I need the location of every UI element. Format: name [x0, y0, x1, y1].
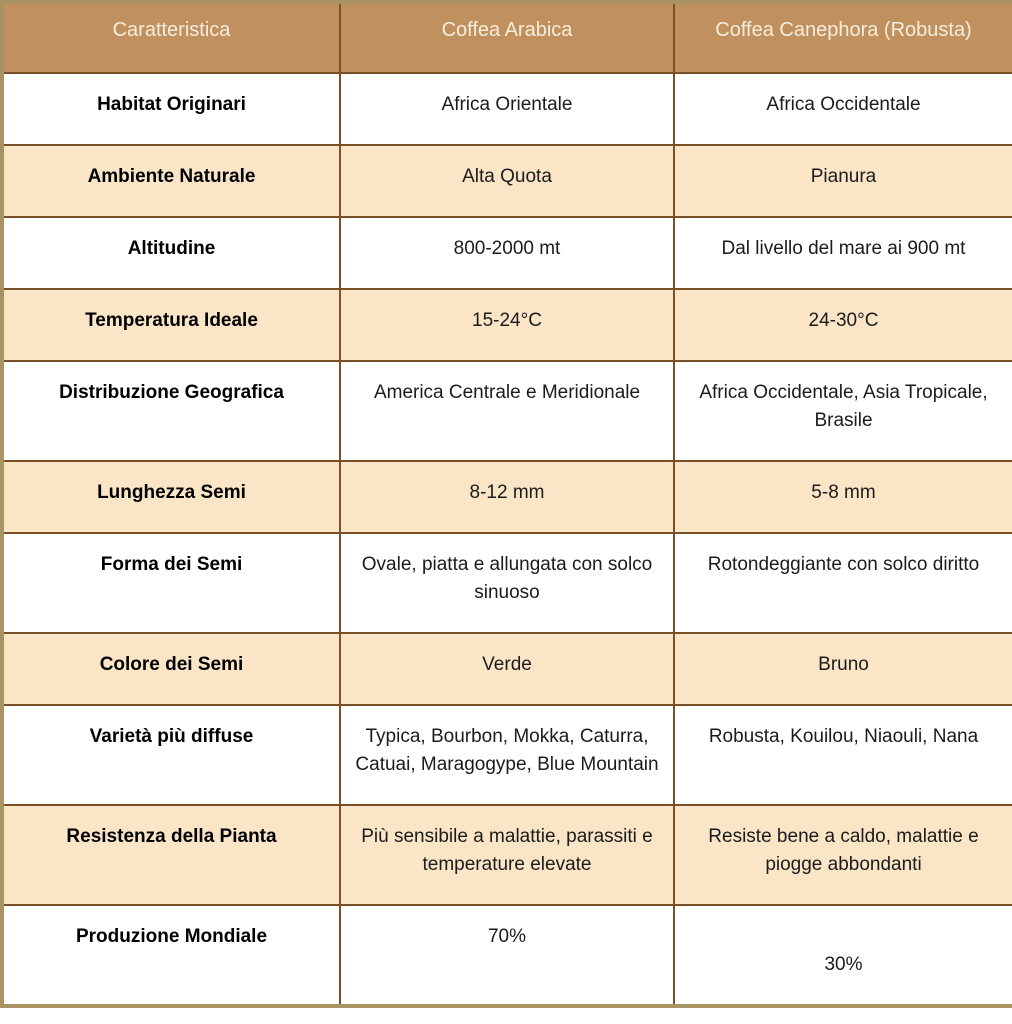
feature-cell: Forma dei Semi: [1, 532, 341, 634]
arabica-value-cell: Alta Quota: [339, 144, 675, 218]
arabica-value-cell: Africa Orientale: [339, 72, 675, 146]
robusta-value-cell: Resiste bene a caldo, malattie e piogge …: [673, 804, 1012, 906]
robusta-value-cell: 5-8 mm: [673, 460, 1012, 534]
robusta-value-cell: 24-30°C: [673, 288, 1012, 362]
feature-cell: Lunghezza Semi: [1, 460, 341, 534]
arabica-value-cell: 15-24°C: [339, 288, 675, 362]
table-row: Resistenza della Pianta Più sensibile a m…: [1, 804, 1012, 906]
table-row: Produzione Mondiale 70% 30%: [1, 904, 1012, 1007]
robusta-value-cell: Robusta, Kouilou, Niaouli, Nana: [673, 704, 1012, 806]
arabica-value-cell: 800-2000 mt: [339, 216, 675, 290]
table-row: Lunghezza Semi 8-12 mm 5-8 mm: [1, 460, 1012, 534]
table-row: Ambiente Naturale Alta Quota Pianura: [1, 144, 1012, 218]
table-body: Habitat Originari Africa Orientale Africa …: [1, 72, 1012, 1007]
header-row: Caratteristica Coffea Arabica Coffea Can…: [1, 1, 1012, 74]
table-row: Temperatura Ideale 15-24°C 24-30°C: [1, 288, 1012, 362]
feature-cell: Altitudine: [1, 216, 341, 290]
table-row: Colore dei Semi Verde Bruno: [1, 632, 1012, 706]
table-row: Distribuzione Geografica America Centrale…: [1, 360, 1012, 462]
robusta-value-cell: Dal livello del mare ai 900 mt: [673, 216, 1012, 290]
arabica-value-cell: Più sensibile a malattie, parassiti e te…: [339, 804, 675, 906]
table-row: Habitat Originari Africa Orientale Africa …: [1, 72, 1012, 146]
arabica-value-cell: America Centrale e Meridionale: [339, 360, 675, 462]
arabica-value-cell: Ovale, piatta e allungata con solco sinu…: [339, 532, 675, 634]
table-row: Forma dei Semi Ovale, piatta e allungata …: [1, 532, 1012, 634]
arabica-value-cell: 8-12 mm: [339, 460, 675, 534]
feature-cell: Ambiente Naturale: [1, 144, 341, 218]
feature-cell: Produzione Mondiale: [1, 904, 341, 1007]
table-row: Altitudine 800-2000 mt Dal livello del mar…: [1, 216, 1012, 290]
arabica-value-cell: Typica, Bourbon, Mokka, Caturra, Catuai,…: [339, 704, 675, 806]
robusta-value-cell: Africa Occidentale: [673, 72, 1012, 146]
feature-cell: Habitat Originari: [1, 72, 341, 146]
feature-cell: Varietà più diffuse: [1, 704, 341, 806]
robusta-value-cell: Pianura: [673, 144, 1012, 218]
arabica-value-cell: Verde: [339, 632, 675, 706]
robusta-value-cell: Rotondeggiante con solco diritto: [673, 532, 1012, 634]
table-row: Varietà più diffuse Typica, Bourbon, Mokk…: [1, 704, 1012, 806]
robusta-value-cell: 30%: [673, 904, 1012, 1007]
column-header-coffea-canephora: Coffea Canephora (Robusta): [673, 1, 1012, 74]
feature-cell: Colore dei Semi: [1, 632, 341, 706]
feature-cell: Distribuzione Geografica: [1, 360, 341, 462]
feature-cell: Temperatura Ideale: [1, 288, 341, 362]
arabica-value-cell: 70%: [339, 904, 675, 1007]
robusta-value-cell: Africa Occidentale, Asia Tropicale, Bras…: [673, 360, 1012, 462]
column-header-caratteristica: Caratteristica: [1, 1, 341, 74]
robusta-value-cell: Bruno: [673, 632, 1012, 706]
feature-cell: Resistenza della Pianta: [1, 804, 341, 906]
column-header-coffea-arabica: Coffea Arabica: [339, 1, 675, 74]
